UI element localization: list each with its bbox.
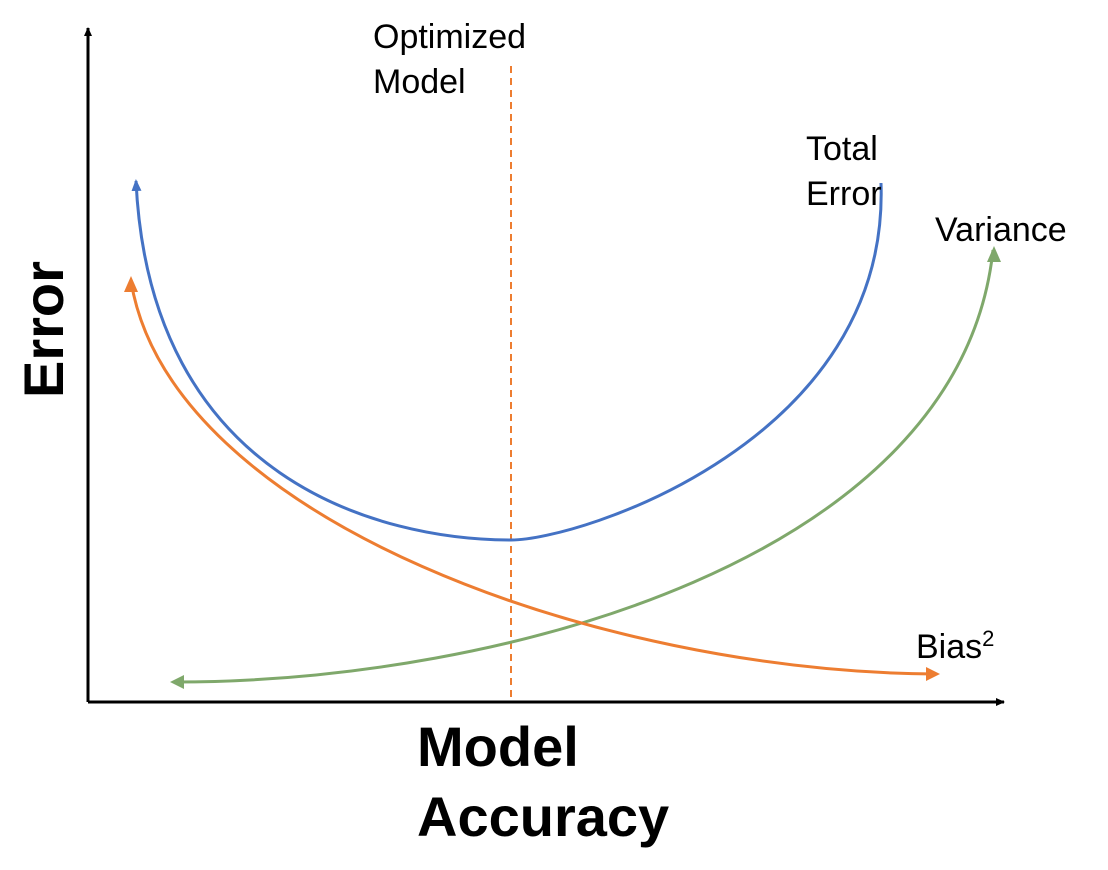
bias-arrowhead-right bbox=[926, 667, 940, 681]
bias-label-text: Bias bbox=[916, 628, 982, 666]
y-axis-title: Error bbox=[12, 261, 75, 398]
bias-arrowhead-top bbox=[124, 276, 138, 292]
x-axis-title-line2: Accuracy bbox=[417, 785, 669, 848]
variance-curve bbox=[174, 249, 995, 684]
bias-squared-curve bbox=[129, 280, 936, 676]
total-error-curve bbox=[131, 179, 883, 542]
total-error-label-line2: Error bbox=[806, 175, 882, 213]
bias-label: Bias2 bbox=[916, 626, 994, 666]
variance-arrowhead-top bbox=[987, 246, 1001, 262]
optimized-model-label-line2: Model bbox=[373, 63, 466, 101]
optimized-model-label-line1: Optimized bbox=[373, 18, 526, 56]
variance-label: Variance bbox=[935, 211, 1067, 249]
bias-label-superscript: 2 bbox=[982, 626, 994, 651]
variance-arrowhead-left bbox=[170, 675, 184, 689]
x-axis-title-line1: Model bbox=[417, 715, 579, 778]
total-error-label-line1: Total bbox=[806, 130, 878, 168]
